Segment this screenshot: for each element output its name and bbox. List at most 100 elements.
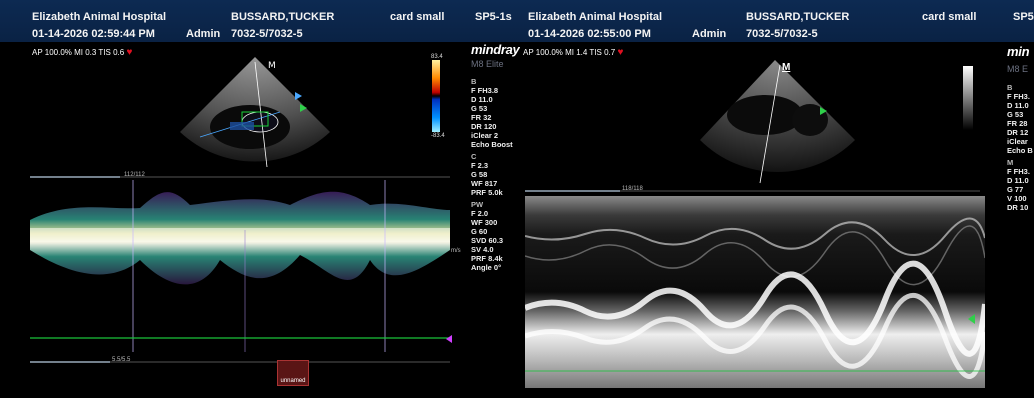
mmode-cursor-line[interactable] — [759, 64, 781, 184]
param-section-pw: PW — [471, 200, 484, 209]
param-value: WF 817 — [471, 179, 498, 188]
color-doppler-sector-image: M — [180, 57, 330, 168]
param-section-b: B — [1007, 83, 1013, 92]
param-value: SV 4.0 — [471, 245, 494, 254]
exam-preset: card small — [922, 11, 977, 23]
param-value: V 100 — [1007, 194, 1027, 203]
focus-marker-green — [820, 107, 827, 115]
velocity-colorbar — [432, 60, 440, 132]
depth-marker[interactable] — [968, 314, 975, 324]
bmode-sector-image — [700, 60, 855, 184]
status-text: AP 100.0% MI 0.3 TIS 0.6 — [32, 48, 125, 57]
frame-counter: 112/112 — [124, 172, 145, 178]
param-value: G 58 — [471, 170, 488, 179]
param-value: F FH3. — [1007, 167, 1030, 176]
param-value: F 2.0 — [471, 209, 489, 218]
hospital-name: Elizabeth Animal Hospital — [528, 11, 663, 23]
param-section-c: C — [471, 152, 477, 161]
baseline-marker[interactable] — [446, 335, 452, 343]
velocity-unit: m/s — [451, 248, 461, 254]
param-value: Echo B — [1007, 146, 1033, 155]
param-value: Echo Boost — [471, 140, 513, 149]
right-ultrasound-screen: Elizabeth Animal Hospital BUSSARD,TUCKER… — [520, 0, 1034, 398]
focus-marker-blue — [295, 92, 302, 100]
septum-echo — [525, 217, 985, 257]
param-value: iClear 2 — [471, 131, 499, 140]
param-value: DR 120 — [471, 122, 497, 131]
orientation-marker: M — [268, 61, 276, 71]
param-value: WF 300 — [471, 218, 498, 227]
mmode-background — [525, 196, 985, 388]
probe-name: SP5 — [1013, 11, 1034, 23]
param-value: Angle 0° — [471, 263, 502, 272]
hospital-name: Elizabeth Animal Hospital — [32, 11, 167, 23]
acoustic-output-status: AP 100.0% MI 1.4 TIS 0.7 ♥ — [523, 47, 623, 58]
color-box[interactable] — [241, 111, 269, 127]
param-value: DR 10 — [1007, 203, 1029, 212]
status-text: AP 100.0% MI 1.4 TIS 0.7 — [523, 48, 616, 57]
cardiac-chamber — [792, 104, 828, 136]
patient-name: BUSSARD,TUCKER — [231, 11, 335, 23]
param-value: F FH3.8 — [471, 86, 499, 95]
patient-name: BUSSARD,TUCKER — [746, 11, 850, 23]
param-value: DR 12 — [1007, 128, 1029, 137]
exam-preset: card small — [390, 11, 445, 23]
pw-spectral-doppler — [30, 180, 450, 352]
doppler-gate[interactable] — [230, 122, 254, 130]
param-value: D 11.0 — [471, 95, 493, 104]
heart-icon: ♥ — [126, 47, 133, 58]
mmode-trace — [525, 196, 985, 388]
acoustic-output-status: AP 100.0% MI 0.3 TIS 0.6 ♥ — [32, 47, 132, 58]
operator-name: Admin — [692, 28, 727, 40]
param-section-m: M — [1007, 158, 1014, 167]
param-value: PRF 8.4k — [471, 254, 503, 263]
operator-name: Admin — [186, 28, 221, 40]
param-value: G 53 — [471, 104, 488, 113]
orientation-marker: M — [782, 62, 791, 73]
param-value: F 2.3 — [471, 161, 489, 170]
model-name: M8 Elite — [471, 59, 504, 69]
param-value: PRF 5.0k — [471, 188, 503, 197]
param-value: FR 28 — [1007, 119, 1028, 128]
grayscale-bar — [963, 66, 973, 130]
exam-datetime: 01-14-2026 02:59:44 PM — [32, 28, 155, 40]
left-ultrasound-screen: Elizabeth Animal Hospital BUSSARD,TUCKER… — [0, 0, 520, 386]
patient-id: 7032-5/7032-5 — [231, 28, 303, 40]
spectral-core — [30, 228, 450, 242]
param-value: D 11.0 — [1007, 176, 1029, 185]
param-value: SVD 60.3 — [471, 236, 504, 245]
param-value: G 53 — [1007, 110, 1024, 119]
posterior-wall-echo — [525, 260, 985, 357]
right-header-bar: Elizabeth Animal Hospital BUSSARD,TUCKER… — [520, 0, 1034, 42]
param-value: D 11.0 — [1007, 101, 1029, 110]
param-value: iClear — [1007, 137, 1028, 146]
patient-id: 7032-5/7032-5 — [746, 28, 818, 40]
cine-bar[interactable] — [525, 186, 980, 196]
clip-thumbnail-label: unnamed — [280, 378, 306, 384]
clip-thumbnail[interactable] — [277, 360, 309, 386]
brand-logo: mindray — [471, 42, 520, 57]
exam-datetime: 01-14-2026 02:55:00 PM — [528, 28, 651, 40]
chamber-wall-echo — [525, 225, 985, 286]
param-value: G 77 — [1007, 185, 1024, 194]
probe-name: SP5-1s — [475, 11, 512, 23]
param-value: F FH3. — [1007, 92, 1030, 101]
pericardium-echo — [525, 293, 985, 379]
left-header-bar: Elizabeth Animal Hospital BUSSARD,TUCKER… — [0, 0, 520, 42]
param-value: G 60 — [471, 227, 488, 236]
model-name: M8 E — [1007, 64, 1029, 74]
focus-marker-green — [300, 104, 307, 112]
doppler-time-bar[interactable] — [30, 357, 450, 367]
brand-logo: min — [1007, 44, 1030, 59]
colorbar-min: -83.4 — [431, 133, 445, 139]
colorbar-max: 83.4 — [431, 54, 443, 60]
cursor-line[interactable] — [254, 61, 268, 168]
cine-bar[interactable] — [30, 172, 450, 182]
heart-icon: ♥ — [617, 47, 624, 58]
doppler-frame-counter: 5.5/5.5 — [112, 357, 131, 363]
param-section-b: B — [471, 77, 477, 86]
frame-counter: 118/118 — [622, 186, 643, 192]
param-value: FR 32 — [471, 113, 492, 122]
